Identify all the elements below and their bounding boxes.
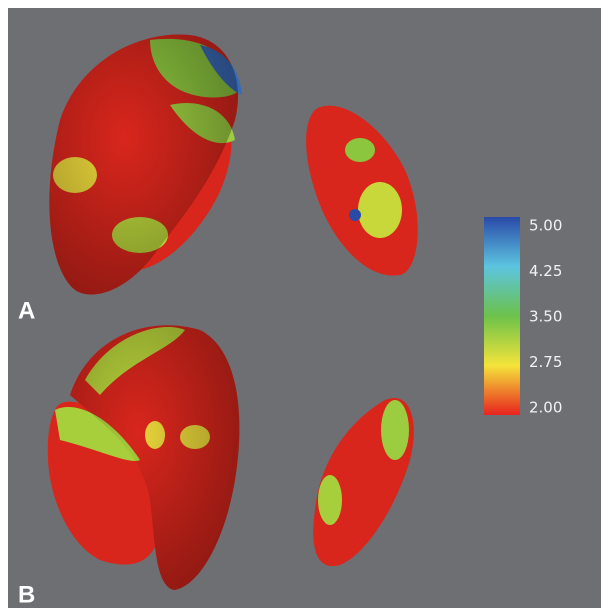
panel-label: A — [18, 297, 35, 324]
colorbar — [484, 217, 520, 415]
figure: A B 5.00 4.25 3.50 2.75 2.00 — [0, 0, 609, 608]
panel-label: B — [18, 581, 35, 608]
tick-label: 3.50 — [529, 308, 562, 326]
tick-label: 2.75 — [529, 353, 562, 371]
tick-label: 5.00 — [529, 217, 562, 235]
tick-label: 2.00 — [529, 399, 562, 417]
tick-label: 4.25 — [529, 262, 562, 280]
